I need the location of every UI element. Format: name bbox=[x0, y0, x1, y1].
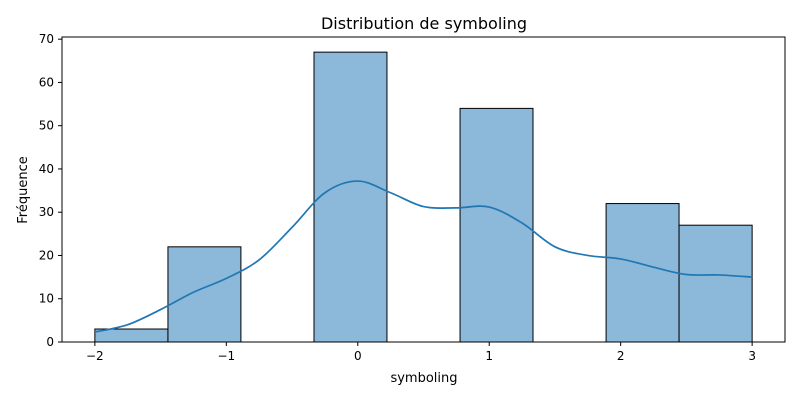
y-axis-ticks: 0 10 20 30 40 50 60 70 bbox=[39, 32, 62, 349]
histogram-bar bbox=[94, 328, 169, 343]
kde-curve bbox=[94, 180, 753, 333]
x-axis-label: symboling bbox=[390, 371, 457, 386]
histogram-bar bbox=[167, 246, 242, 343]
histogram-bar bbox=[678, 224, 753, 343]
x-tick-label: 2 bbox=[617, 349, 625, 363]
histogram-bar bbox=[459, 107, 534, 343]
y-tick-label: 0 bbox=[46, 335, 54, 349]
plot-frame bbox=[61, 36, 786, 343]
y-tick-label: 30 bbox=[39, 205, 54, 219]
y-tick-label: 60 bbox=[39, 75, 54, 89]
y-tick-label: 10 bbox=[39, 292, 54, 306]
x-axis-ticks: −2 −1 0 1 2 3 bbox=[86, 342, 756, 363]
y-tick-label: 50 bbox=[39, 119, 54, 133]
x-tick-label: 3 bbox=[748, 349, 756, 363]
y-tick-label: 70 bbox=[39, 32, 54, 46]
y-axis-label: Fréquence bbox=[16, 156, 31, 223]
x-tick-label: 1 bbox=[485, 349, 493, 363]
chart-title: Distribution de symboling bbox=[321, 14, 527, 33]
x-tick-label: −2 bbox=[86, 349, 104, 363]
x-tick-label: 0 bbox=[354, 349, 362, 363]
y-tick-label: 20 bbox=[39, 248, 54, 262]
histogram-bar bbox=[605, 203, 680, 343]
x-tick-label: −1 bbox=[217, 349, 235, 363]
y-tick-label: 40 bbox=[39, 162, 54, 176]
bars-group bbox=[94, 51, 753, 343]
histogram-bar bbox=[313, 51, 388, 343]
